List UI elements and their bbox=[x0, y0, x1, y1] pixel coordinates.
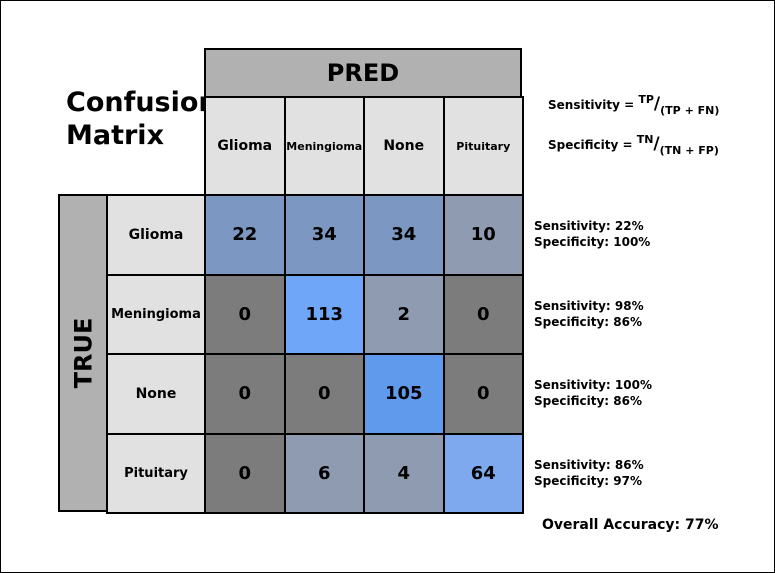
specificity-formula: Specificity = TN/(TN + FP) bbox=[548, 133, 719, 157]
matrix-cell-pituitary-none: 4 bbox=[363, 432, 445, 514]
sensitivity-formula-label: Sensitivity = bbox=[548, 98, 635, 112]
true-axis-header: TRUE bbox=[58, 194, 108, 512]
row-metrics-pituitary: Sensitivity: 86% Specificity: 97% bbox=[534, 457, 644, 489]
specificity-value: Specificity: 97% bbox=[534, 473, 642, 488]
sensitivity-value: Sensitivity: 100% bbox=[534, 378, 652, 392]
sensitivity-value: Sensitivity: 98% bbox=[534, 298, 644, 313]
matrix-cell-none-none: 105 bbox=[363, 353, 445, 435]
sensitivity-formula: Sensitivity = TP/(TP + FN) bbox=[548, 93, 719, 117]
matrix-cell-meningioma-none: 2 bbox=[363, 273, 445, 355]
pred-label-glioma: Glioma bbox=[204, 96, 286, 196]
specificity-formula-label: Specificity = bbox=[548, 138, 633, 152]
matrix-cell-pituitary-pituitary: 64 bbox=[442, 432, 524, 514]
matrix-cell-glioma-none: 34 bbox=[363, 194, 445, 276]
sensitivity-formula-slash: / bbox=[653, 94, 661, 114]
row-metrics-none: Sensitivity: 100% Specificity: 86% bbox=[534, 377, 652, 409]
specificity-formula-slash: / bbox=[653, 134, 660, 154]
true-axis-title: TRUE bbox=[69, 317, 98, 389]
matrix-cell-glioma-glioma: 22 bbox=[204, 194, 286, 276]
matrix-cell-meningioma-meningioma: 113 bbox=[283, 273, 365, 355]
specificity-value: Specificity: 86% bbox=[534, 314, 642, 329]
matrix-cell-none-glioma: 0 bbox=[204, 353, 286, 435]
matrix-cell-none-pituitary: 0 bbox=[442, 353, 524, 435]
title-line-2: Matrix bbox=[66, 120, 164, 151]
pred-axis-title: PRED bbox=[326, 59, 400, 87]
matrix-cell-pituitary-glioma: 0 bbox=[204, 432, 286, 514]
pred-label-none: None bbox=[363, 96, 445, 196]
matrix-cell-none-meningioma: 0 bbox=[283, 353, 365, 435]
pred-label-meningioma: Meningioma bbox=[283, 96, 365, 196]
specificity-value: Specificity: 100% bbox=[534, 235, 651, 249]
sensitivity-formula-numerator: TP bbox=[638, 93, 654, 106]
pred-axis-header: PRED bbox=[204, 48, 522, 98]
matrix-cell-glioma-meningioma: 34 bbox=[283, 194, 365, 276]
matrix-cell-meningioma-glioma: 0 bbox=[204, 273, 286, 355]
chart-title: Confusion Matrix bbox=[66, 86, 218, 152]
true-label-meningioma: Meningioma bbox=[106, 273, 206, 355]
matrix-cell-meningioma-pituitary: 0 bbox=[442, 273, 524, 355]
sensitivity-value: Sensitivity: 22% bbox=[534, 219, 644, 233]
matrix-cell-pituitary-meningioma: 6 bbox=[283, 432, 365, 514]
specificity-formula-denominator: (TN + FP) bbox=[659, 144, 719, 157]
row-metrics-meningioma: Sensitivity: 98% Specificity: 86% bbox=[534, 298, 644, 330]
row-metrics-glioma: Sensitivity: 22% Specificity: 100% bbox=[534, 218, 650, 250]
sensitivity-formula-denominator: (TP + FN) bbox=[660, 104, 720, 117]
true-label-none: None bbox=[106, 353, 206, 435]
specificity-value: Specificity: 86% bbox=[534, 394, 642, 408]
matrix-cell-glioma-pituitary: 10 bbox=[442, 194, 524, 276]
pred-label-pituitary: Pituitary bbox=[442, 96, 524, 196]
sensitivity-value: Sensitivity: 86% bbox=[534, 457, 644, 472]
true-label-glioma: Glioma bbox=[106, 194, 206, 276]
specificity-formula-numerator: TN bbox=[636, 133, 654, 146]
title-line-1: Confusion bbox=[66, 87, 218, 118]
true-label-pituitary: Pituitary bbox=[106, 432, 206, 514]
overall-accuracy: Overall Accuracy: 77% bbox=[542, 517, 719, 533]
